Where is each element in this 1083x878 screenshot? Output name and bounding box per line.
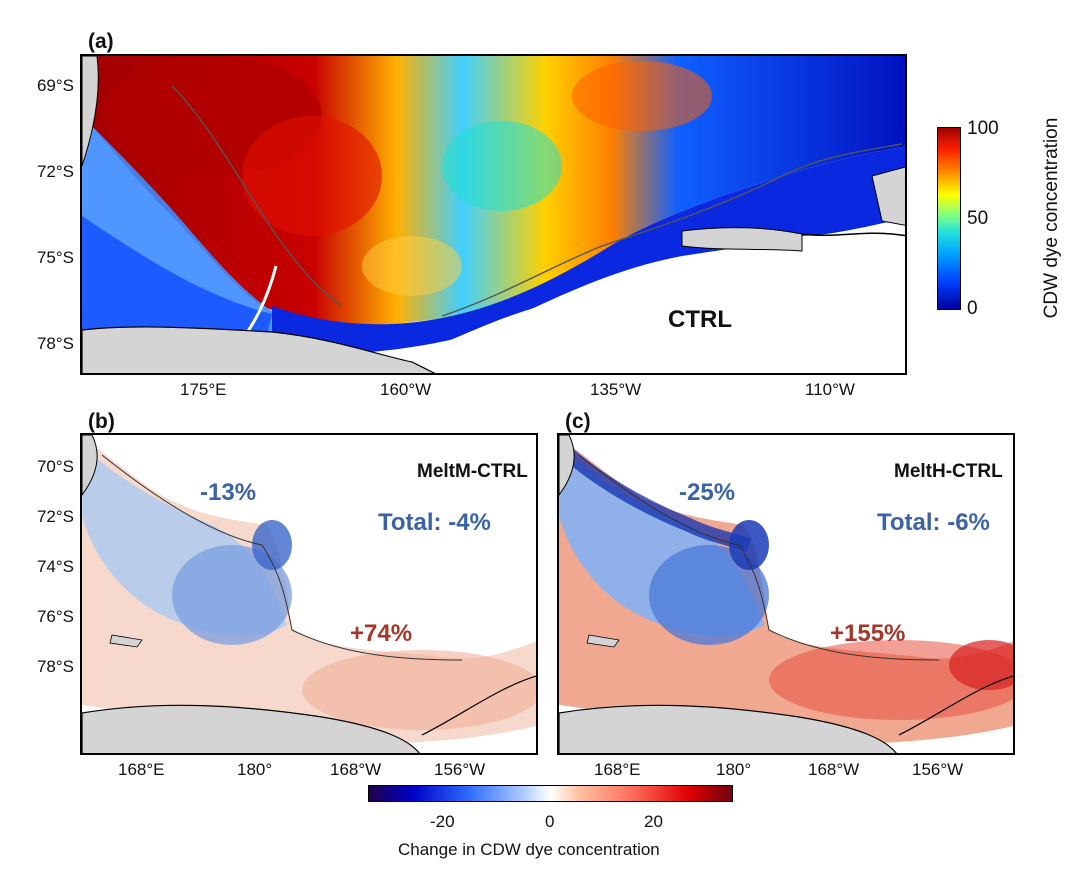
panel-b-ytick: 74°S: [36, 557, 74, 576]
panel-c-xtick: 180°: [716, 760, 752, 779]
panel-b-change-west: -13%: [200, 479, 257, 506]
dye-colorbar-label: CDW dye concentration: [1041, 117, 1062, 319]
panel-b-xtick: 180°: [237, 760, 273, 779]
panel-a-ytick: 78°S: [36, 334, 74, 353]
panel-a-xtick: 135°W: [590, 380, 642, 399]
panel-b-change-east: +74%: [350, 620, 413, 647]
panel-b-change-total: Total: -4%: [378, 509, 491, 536]
panel-a-xtick: 110°W: [805, 380, 855, 399]
dye-colorbar-tick: 0: [967, 298, 978, 319]
dye-colorbar: [937, 127, 961, 310]
panel-b-ytick: 78°S: [36, 657, 74, 676]
dye-colorbar-tick: 50: [967, 208, 989, 229]
panel-c-xtick: 168°E: [594, 760, 641, 779]
panel-a-map: CTRL: [80, 54, 907, 375]
dye-colorbar-tick: 100: [967, 118, 999, 139]
change-colorbar: [368, 785, 733, 802]
panel-a-ytick: 69°S: [36, 76, 74, 95]
panel-b-xtick: 156°W: [434, 760, 486, 779]
panel-c-map: MeltH-CTRL -25% Total: -6% +155%: [557, 433, 1015, 755]
panel-b-map: MeltM-CTRL -13% Total: -4% +74%: [80, 433, 538, 755]
panel-c-xtick: 168°W: [808, 760, 860, 779]
panel-b-xtick: 168°W: [330, 760, 382, 779]
panel-a-xtick: 175°E: [180, 380, 227, 399]
panel-a-map-graphic: [82, 56, 905, 373]
panel-b-ytick: 76°S: [36, 607, 74, 626]
panel-c-label: (c): [565, 410, 591, 433]
change-colorbar-label: Change in CDW dye concentration: [398, 840, 660, 859]
panel-a-label: (a): [88, 30, 114, 53]
panel-b-run-label: MeltM-CTRL: [417, 461, 528, 482]
panel-c-run-label: MeltH-CTRL: [894, 461, 1003, 482]
change-colorbar-tick: 20: [644, 812, 663, 831]
panel-a-run-label: CTRL: [668, 306, 732, 333]
panel-c-map-graphic: [559, 435, 1013, 753]
panel-b-xtick: 168°E: [118, 760, 165, 779]
panel-b-ytick: 72°S: [36, 507, 74, 526]
panel-a-ytick: 75°S: [36, 248, 74, 267]
panel-c-change-west: -25%: [679, 479, 736, 506]
panel-b-map-graphic: [82, 435, 536, 753]
panel-b-label: (b): [88, 410, 115, 433]
panel-c-change-east: +155%: [830, 620, 906, 647]
change-colorbar-tick: 0: [545, 812, 555, 831]
panel-a-ytick: 72°S: [36, 162, 74, 181]
panel-b-ytick: 70°S: [36, 457, 74, 476]
change-colorbar-tick: -20: [430, 812, 455, 831]
panel-c-xtick: 156°W: [912, 760, 964, 779]
panel-a-xtick: 160°W: [380, 380, 432, 399]
panel-c-change-total: Total: -6%: [877, 509, 990, 536]
